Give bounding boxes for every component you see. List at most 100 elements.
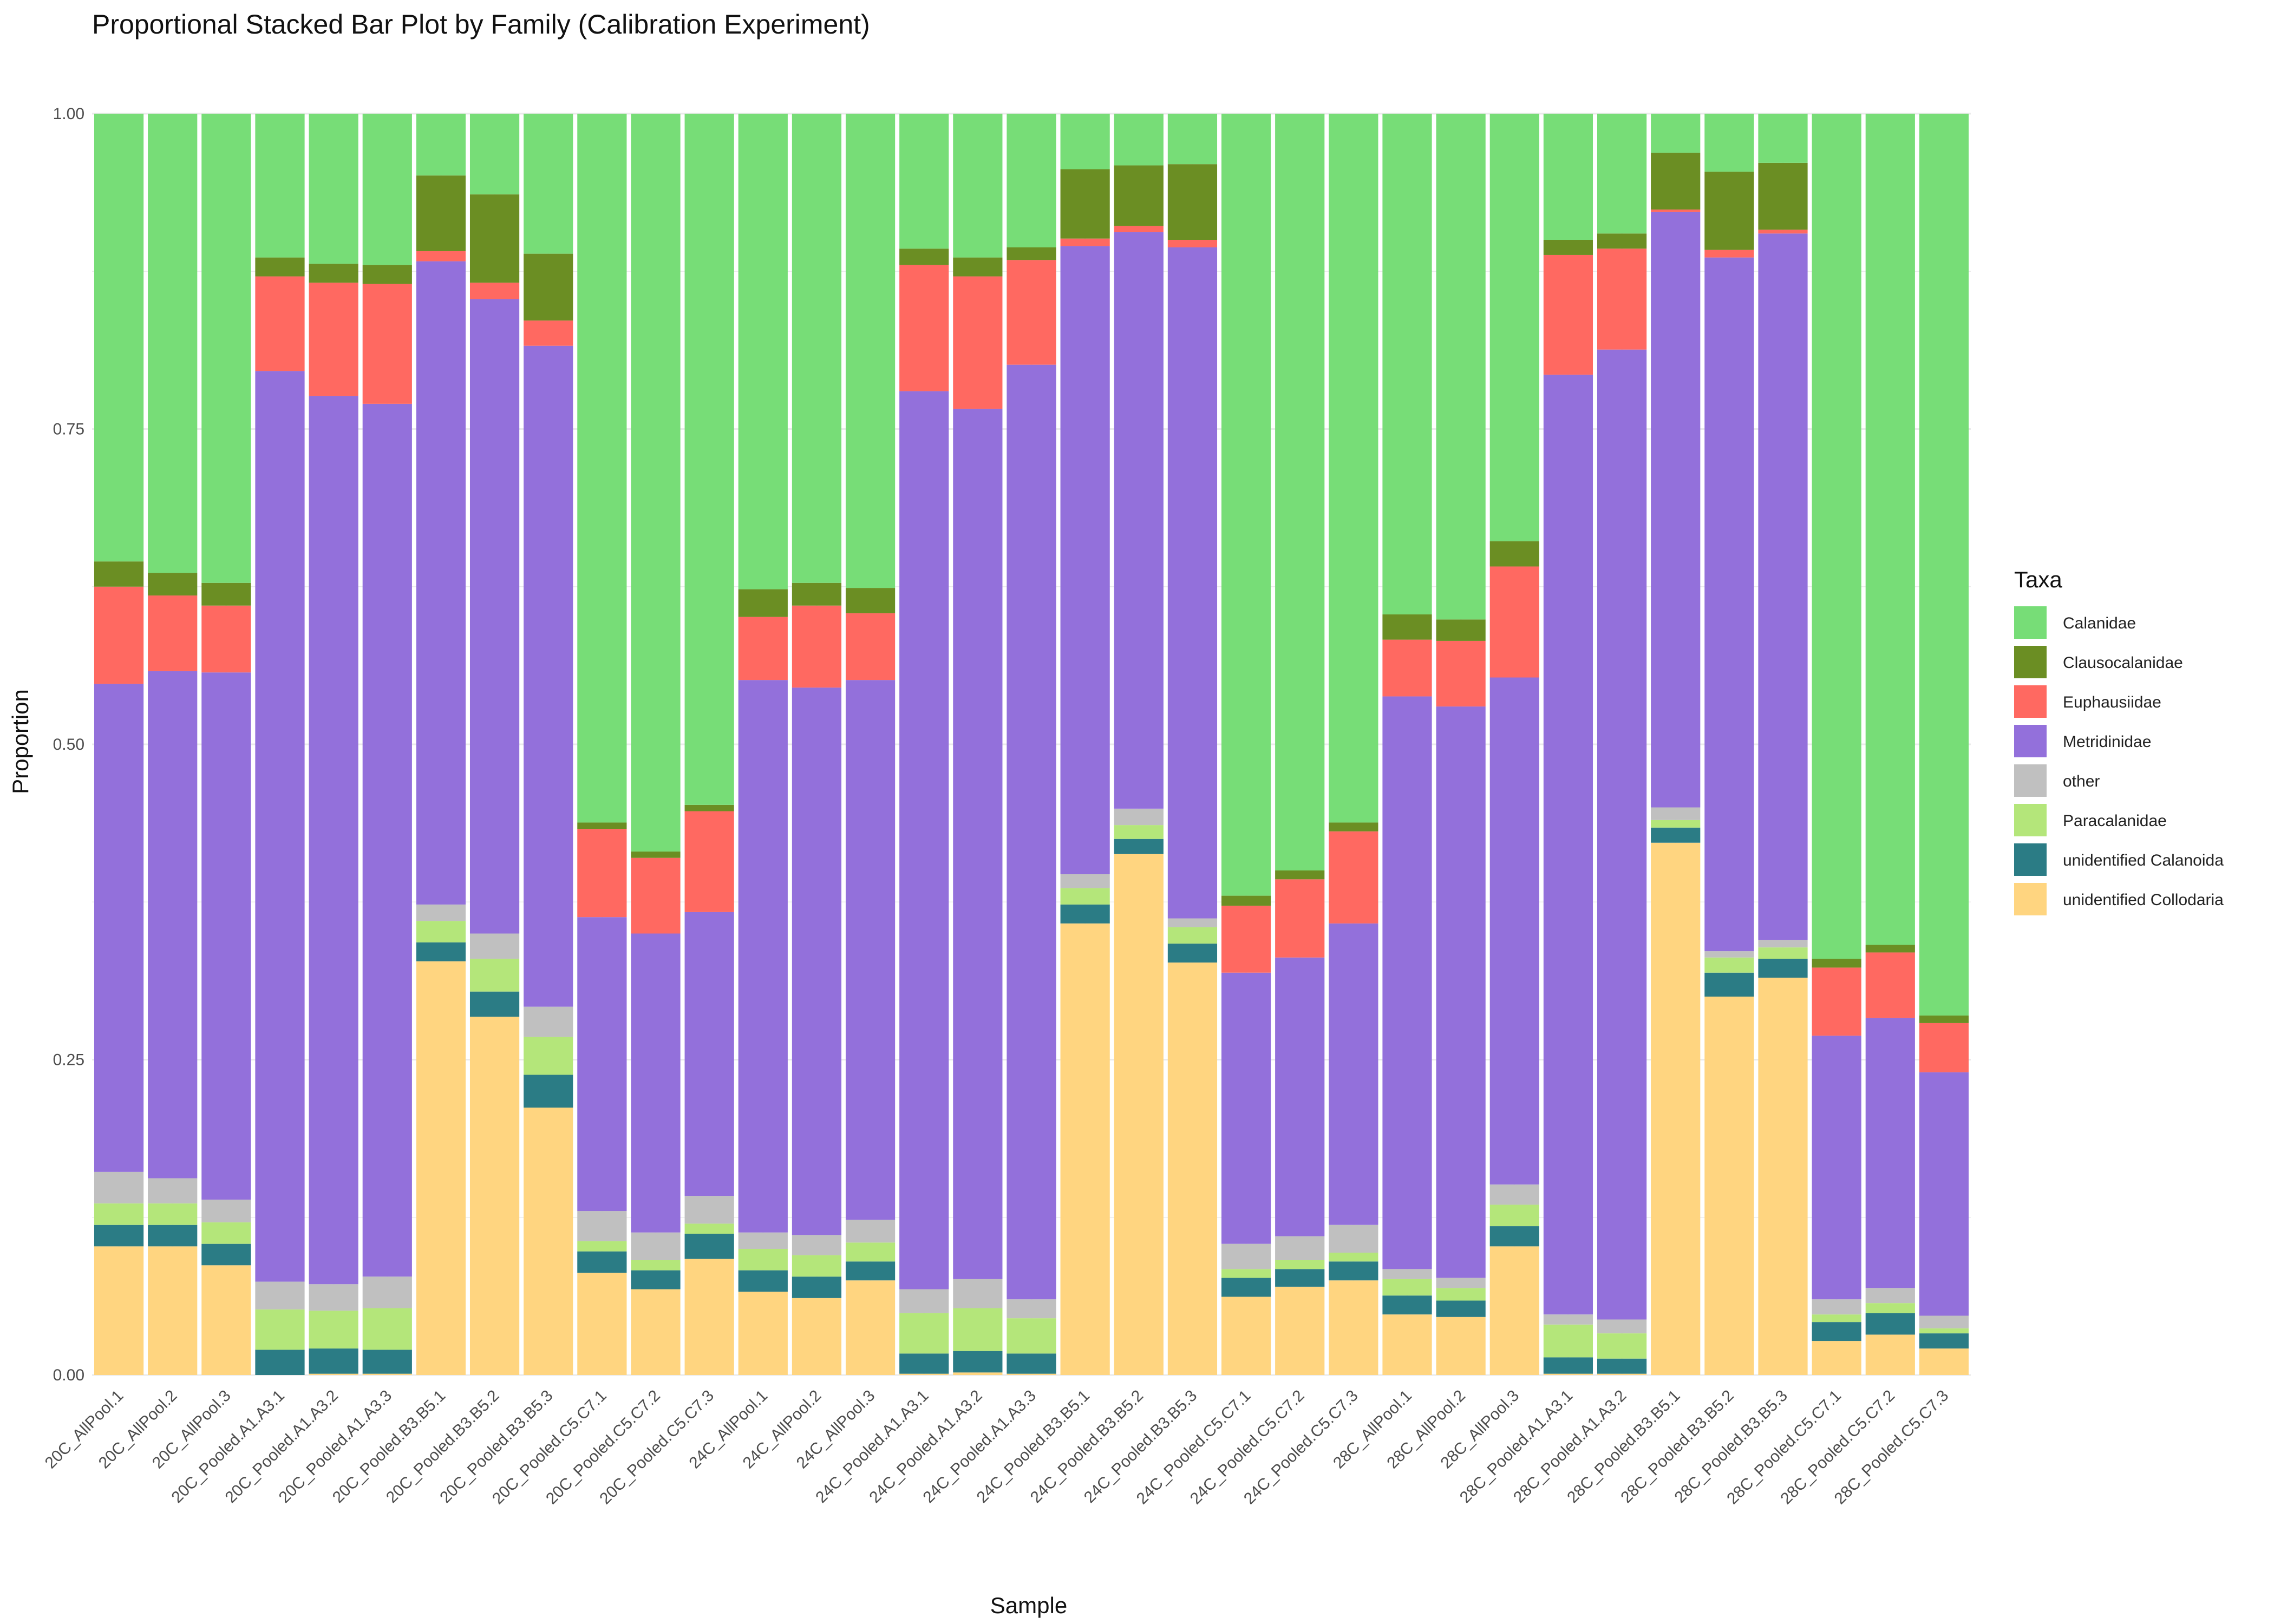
bar-segment-metridinidae [309,396,358,1285]
bar-segment-euphausiidae [845,613,896,680]
y-tick-label: 1.00 [53,105,84,123]
bar-segment-clausocalanidae [1812,959,1861,968]
bar-segment-unidentified-collodaria [1114,854,1164,1375]
bar-segment-unidentified-calanoida [148,1224,198,1247]
bar-segment-calanidae [201,114,251,583]
bar-segment-other [1758,940,1808,948]
bar-segment-other [255,1281,305,1309]
bar-segment-unidentified-calanoida [738,1270,788,1292]
bar-segment-calanidae [469,114,520,195]
bar-segment-paracalanidae [1275,1260,1325,1269]
y-tick-label: 0.50 [53,736,84,754]
bar-segment-calanidae [1489,114,1539,541]
bar-segment-clausocalanidae [899,248,949,265]
bar-segment-metridinidae [1597,349,1647,1320]
bar-segment-metridinidae [1329,923,1378,1225]
bar-segment-unidentified-calanoida [1543,1357,1593,1374]
bar-segment-metridinidae [631,933,681,1233]
bar-segment-euphausiidae [1114,226,1164,233]
bar-segment-unidentified-collodaria [469,1017,520,1375]
legend-label: unidentified Calanoida [2063,852,2224,869]
bar-segment-paracalanidae [416,921,466,942]
bar-segment-metridinidae [1919,1072,1969,1316]
bar-segment-unidentified-calanoida [1221,1278,1271,1297]
bar-segment-other [1114,808,1164,826]
bar-segment-paracalanidae [1329,1252,1378,1262]
bar-segment-metridinidae [1114,232,1164,809]
y-axis-title: Proportion [8,689,33,794]
bar-segment-clausocalanidae [1543,240,1593,255]
bar-segment-euphausiidae [577,829,627,918]
bar-segment-unidentified-calanoida [1919,1333,1969,1349]
bar-segment-calanidae [953,114,1003,258]
bar-segment-euphausiidae [469,283,520,299]
bars [94,114,1969,1375]
bar-segment-euphausiidae [1704,250,1754,258]
bar-segment-calanidae [738,114,788,590]
bar-segment-unidentified-calanoida [684,1234,734,1259]
legend-label: Euphausiidae [2063,693,2161,711]
bar-segment-calanidae [631,114,681,852]
bar-segment-calanidae [1865,114,1915,945]
bar-segment-calanidae [94,114,144,562]
bar-segment-metridinidae [469,299,520,934]
bar-segment-clausocalanidae [255,257,305,277]
bar-segment-clausocalanidae [1865,945,1915,953]
bar-segment-euphausiidae [1597,248,1647,350]
bar-segment-unidentified-calanoida [469,991,520,1017]
bar-segment-metridinidae [1060,246,1110,874]
bar-segment-other [94,1171,144,1204]
bar-segment-other [1651,807,1701,820]
bar-segment-unidentified-collodaria [738,1292,788,1375]
bar-segment-clausocalanidae [1382,614,1432,640]
bar-segment-calanidae [1704,114,1754,172]
bar-segment-unidentified-calanoida [1651,827,1701,843]
bar-segment-euphausiidae [1167,240,1218,247]
bar-segment-clausocalanidae [1329,822,1378,831]
bar-segment-unidentified-collodaria [201,1265,251,1375]
bar-segment-paracalanidae [1167,927,1218,944]
bar-segment-paracalanidae [309,1311,358,1349]
bar-segment-other [1329,1224,1378,1253]
bar-segment-unidentified-collodaria [524,1108,573,1375]
bar-segment-euphausiidae [1865,952,1915,1018]
bar-segment-unidentified-calanoida [1597,1358,1647,1374]
bar-segment-unidentified-calanoida [416,942,466,961]
bar-segment-calanidae [1597,114,1647,234]
bar-segment-other [1060,874,1110,888]
bar-segment-other [201,1200,251,1223]
bar-segment-metridinidae [94,684,144,1172]
bar-segment-euphausiidae [416,251,466,261]
bar-segment-unidentified-calanoida [1489,1226,1539,1247]
bar-segment-paracalanidae [631,1260,681,1271]
bar-segment-paracalanidae [1758,947,1808,959]
bar-segment-euphausiidae [524,320,573,346]
x-axis-ticks: 20C_AllPool.120C_AllPool.220C_AllPool.32… [42,1387,1952,1508]
bar-segment-unidentified-calanoida [953,1351,1003,1373]
bar-segment-euphausiidae [1221,906,1271,973]
bar-segment-clausocalanidae [1758,162,1808,230]
bar-segment-other [1382,1269,1432,1279]
bar-segment-other [684,1196,734,1224]
bar-segment-metridinidae [1704,257,1754,952]
bar-segment-other [469,933,520,959]
bar-segment-metridinidae [792,687,842,1235]
bar-segment-calanidae [845,114,896,588]
bar-segment-clausocalanidae [1919,1015,1969,1023]
bar-segment-other [1221,1243,1271,1269]
bar-segment-metridinidae [1382,696,1432,1269]
bar-segment-metridinidae [684,912,734,1196]
legend: Taxa Calanidae Clausocalanidae Euphausiida… [2014,567,2224,915]
bar-segment-paracalanidae [1919,1328,1969,1334]
bar-segment-unidentified-calanoida [94,1224,144,1247]
bar-segment-unidentified-collodaria [953,1372,1003,1375]
bar-segment-metridinidae [1167,247,1218,919]
bar-segment-unidentified-collodaria [1865,1334,1915,1375]
bar-segment-calanidae [1007,114,1056,247]
bar-segment-unidentified-collodaria [792,1298,842,1375]
bar-segment-unidentified-calanoida [1704,972,1754,997]
bar-segment-paracalanidae [1812,1314,1861,1322]
bar-segment-unidentified-calanoida [792,1276,842,1298]
legend-label: unidentified Collodaria [2063,891,2224,909]
bar-segment-unidentified-calanoida [1758,959,1808,978]
